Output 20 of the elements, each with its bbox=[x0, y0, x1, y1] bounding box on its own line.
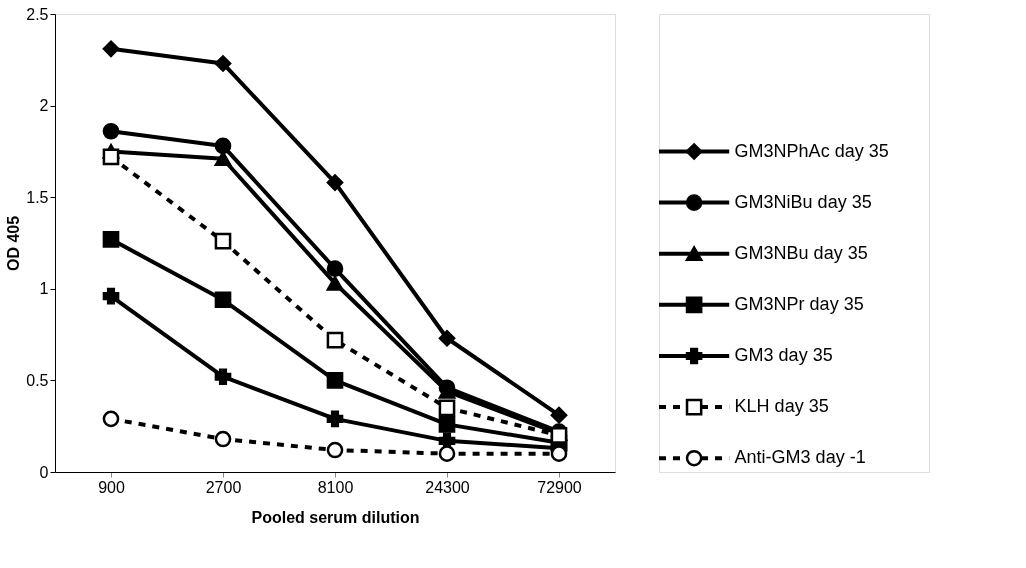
x-axis-title: Pooled serum dilution bbox=[251, 508, 420, 526]
y-tick-label: 1 bbox=[39, 280, 49, 298]
x-tick-label: 24300 bbox=[425, 478, 470, 496]
y-tick-label: 0.5 bbox=[26, 371, 49, 389]
x-tick-label: 900 bbox=[98, 478, 125, 496]
x-tick-label: 8100 bbox=[317, 478, 354, 496]
legend-label: GM3NPr day 35 bbox=[734, 293, 864, 314]
y-tick-label: 2 bbox=[39, 97, 49, 115]
legend-label: GM3 day 35 bbox=[734, 344, 833, 365]
y-axis-title: OD 405 bbox=[5, 215, 23, 272]
y-tick-label: 0 bbox=[39, 463, 49, 481]
legend-label: GM3NiBu day 35 bbox=[734, 191, 872, 212]
legend-label: Anti-GM3 day -1 bbox=[734, 447, 866, 468]
y-tick-label: 1.5 bbox=[26, 188, 49, 206]
y-tick-label: 2.5 bbox=[26, 5, 49, 23]
legend-label: GM3NPhAc day 35 bbox=[734, 140, 889, 161]
x-tick-label: 2700 bbox=[205, 478, 242, 496]
legend-label: KLH day 35 bbox=[734, 396, 829, 417]
x-tick-label: 72900 bbox=[537, 478, 582, 496]
legend-label: GM3NBu day 35 bbox=[734, 242, 868, 263]
